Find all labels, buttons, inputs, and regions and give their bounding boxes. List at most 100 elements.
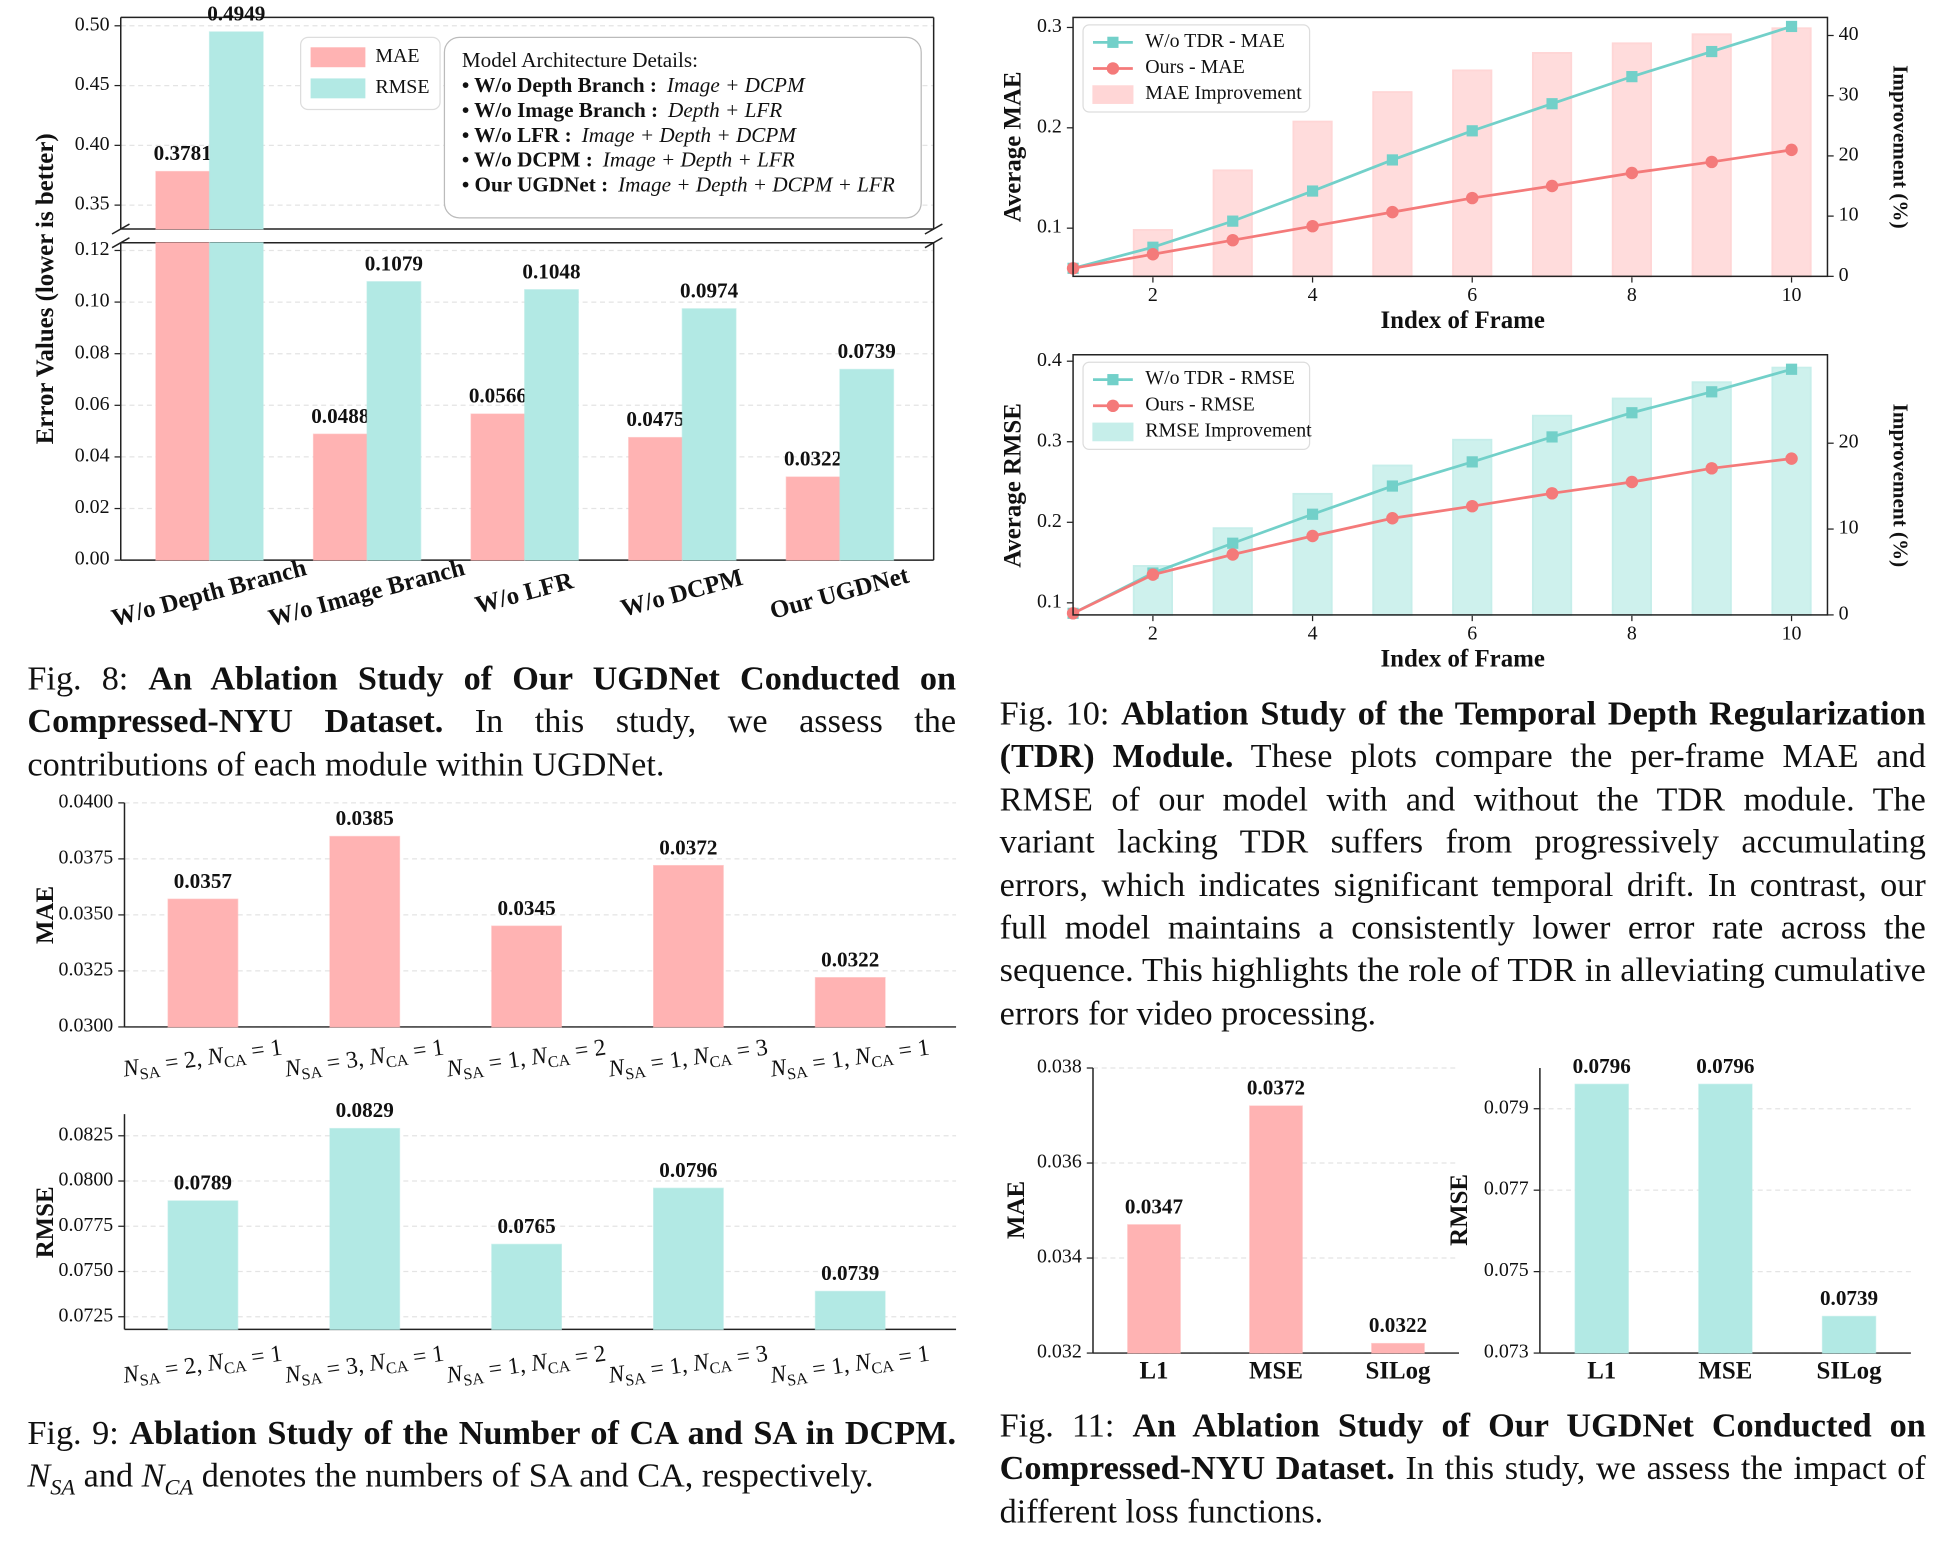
legend-swatch [1092,422,1134,442]
x-tick-label: MSE [1698,1358,1752,1385]
tick-label: 0.00 [75,548,110,570]
tick-label: 0.0825 [59,1123,114,1145]
value-label: 0.0322 [1369,1313,1427,1337]
bar [652,1187,724,1331]
bar [1292,120,1333,278]
value-label: 0.0796 [1696,1054,1754,1078]
value-label: 0.0385 [336,806,394,830]
bar [628,436,683,561]
tick-label: 0.032 [1037,1341,1082,1363]
tick-label: 0.35 [75,193,110,215]
value-label: 0.0357 [174,869,233,893]
value-label: 0.0322 [784,447,842,471]
legend-marker [1107,374,1119,386]
tick-label: 0.2 [1037,510,1062,532]
annotation-desc: Depth + LFR [667,98,782,122]
y-axis-label: Error Values (lower is better) [32,133,59,444]
annotation-name: • W/o LFR : [462,123,572,147]
x-tick-label: NSA​ = 1, NCA​ = 1 [768,1035,932,1086]
plot-frame [1072,354,1829,616]
legend-label: MAE Improvement [1145,82,1302,104]
x-tick-label: NSA​ = 1, NCA​ = 2 [444,1341,608,1392]
tick-label: 0.073 [1484,1341,1529,1363]
value-label: 0.0739 [1820,1286,1878,1310]
marker [1227,215,1239,227]
tick-label: 0.0775 [59,1214,114,1236]
bar [167,898,239,1028]
value-label: 0.0739 [838,339,896,363]
y-axis-label: RMSE [32,1186,59,1258]
caption-label: Fig. 9: [27,1412,119,1452]
x-tick-label: NSA​ = 2, NCA​ = 1 [120,1341,284,1392]
legend-box [1082,24,1311,113]
x-tick-label: NSA​ = 1, NCA​ = 3 [606,1341,770,1392]
bar [208,31,264,230]
bar [1691,33,1732,278]
x-tick-label: 8 [1627,622,1637,644]
x-tick-label: NSA​ = 3, NCA​ = 1 [282,1341,446,1392]
bar [1611,397,1652,616]
marker [1785,143,1798,157]
tick-label: 40 [1839,23,1859,45]
legend-marker [1106,62,1120,75]
marker [1386,205,1399,219]
bar [839,368,895,561]
annotation-box [443,36,922,219]
x-tick-label: W/o DCPM [618,564,746,622]
x-tick-label: W/o LFR [472,567,577,619]
marker [1466,456,1478,468]
legend-label: W/o TDR - RMSE [1145,367,1295,389]
caption: Fig. 10: Ablation Study of the Temporal … [1000,692,1926,1035]
x-tick-label: NSA​ = 2, NCA​ = 1 [120,1035,284,1086]
y-axis-label: MAE [32,886,59,944]
tick-label: 0.0350 [59,902,114,924]
tick-label: 0.50 [75,13,110,35]
x-tick-label: Our UGDNet [767,562,912,625]
value-label: 0.0566 [469,384,527,408]
x-tick-label: 8 [1627,284,1637,306]
bar [329,1127,401,1331]
x-axis-label: Index of Frame [1381,646,1545,673]
caption-text: NSA and NCA denotes the numbers of SA an… [27,1455,874,1500]
tick-label: 10 [1839,204,1859,226]
tick-label: 0.4 [1037,349,1062,371]
marker [1306,508,1319,520]
legend-label: RMSE [375,76,429,98]
annotation-name: • W/o DCPM : [462,148,593,172]
marker [1386,154,1398,166]
value-label: 0.0765 [497,1214,555,1238]
x-tick-label: NSA​ = 3, NCA​ = 1 [282,1035,446,1086]
caption-text: In this study, we assess the impact of d… [999,1448,1926,1530]
marker [1706,386,1718,398]
annotation-desc: Image + DCPM [666,73,806,97]
bar [1452,69,1493,278]
bar [208,242,264,561]
legend-marker [1107,36,1119,48]
marker [1386,480,1398,492]
tick-label: 0.45 [75,73,110,95]
bar [814,977,886,1028]
x-tick-label: SILog [1365,1358,1431,1385]
tick-label: 0.04 [75,444,110,466]
marker [1226,233,1239,247]
x-tick-label: SILog [1817,1358,1883,1385]
value-label: 0.0789 [174,1171,232,1195]
axis-break [924,223,943,235]
tick-label: 0.0300 [59,1014,114,1036]
annotation-desc: Image + Depth + LFR [602,148,795,172]
caption-text: These plots compare the per-frame MAE an… [999,736,1926,1032]
value-label: 0.0739 [821,1261,879,1285]
value-label: 0.1048 [522,259,580,283]
caption-label: Fig. 8: [27,658,129,698]
tick-label: 0.038 [1037,1056,1082,1078]
tick-label: 0.3 [1037,15,1062,37]
marker [1227,537,1239,549]
y-axis-label: RMSE [1446,1174,1473,1246]
marker [1625,475,1639,489]
marker [1626,71,1638,83]
value-label: 0.0475 [626,407,684,431]
tick-label: 0.034 [1037,1246,1082,1268]
y2-axis-label: Improvement (%) [1889,404,1913,568]
bar [491,925,562,1028]
